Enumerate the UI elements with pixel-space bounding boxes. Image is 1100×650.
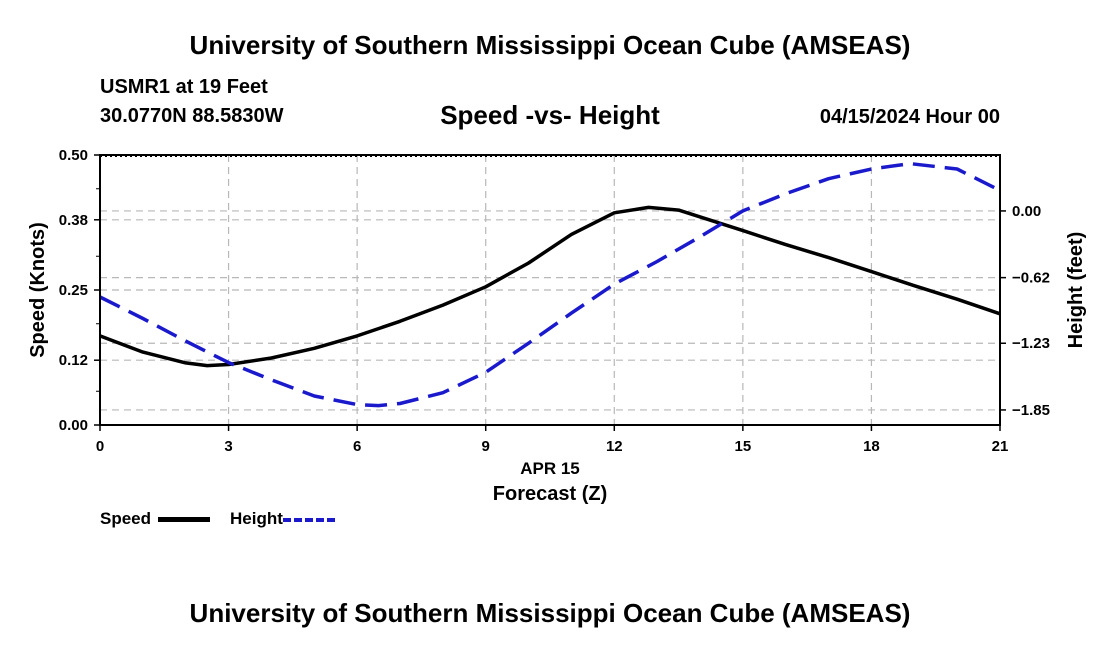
y-right-tick-label: −1.23 [1012, 335, 1050, 352]
x-tick-label: 0 [96, 438, 104, 455]
y-axis-left-label: Speed (Knots) [27, 222, 49, 358]
station-coordinates: 30.0770N 88.5830W [100, 105, 284, 127]
forecast-date: 04/15/2024 Hour 00 [819, 106, 1000, 128]
main-title: University of Southern Mississippi Ocean… [189, 30, 911, 60]
y-right-tick-label: 0.00 [1012, 203, 1041, 220]
y-left-tick-label: 0.38 [59, 212, 88, 229]
legend-height: Height [230, 509, 335, 529]
x-tick-label: 9 [482, 438, 490, 455]
y-left-tick-label: 0.00 [59, 417, 88, 434]
series-line-height [99, 161, 1001, 408]
y-right-tick-label: −1.85 [1012, 402, 1050, 419]
series-line-speed [99, 205, 1001, 368]
y-axis-right-label: Height (feet) [1065, 232, 1087, 349]
x-tick-label: 12 [606, 438, 623, 455]
station-name: USMR1 at 19 Feet [100, 76, 268, 98]
legend-height-label: Height [230, 509, 283, 528]
y-right-tick-label: −0.62 [1012, 270, 1050, 287]
x-tick-label: 3 [224, 438, 232, 455]
x-tick-label: 18 [863, 438, 880, 455]
x-tick-label: 21 [992, 438, 1009, 455]
y-left-tick-label: 0.12 [59, 352, 88, 369]
x-tick-label: 6 [353, 438, 361, 455]
legend-speed: Speed [100, 509, 210, 529]
x-tick-label: 15 [735, 438, 752, 455]
y-left-tick-label: 0.50 [59, 147, 88, 164]
grid-layer [100, 155, 1000, 425]
y-left-tick-label: 0.25 [59, 282, 88, 299]
chart-title: Speed -vs- Height [440, 100, 660, 130]
x-axis-date-label: APR 15 [520, 459, 580, 478]
legend-height-swatch [282, 517, 335, 522]
x-axis-label: Forecast (Z) [493, 483, 607, 505]
series-layer [99, 161, 1001, 408]
legend-speed-swatch [157, 517, 210, 523]
footer-title: University of Southern Mississippi Ocean… [189, 598, 911, 628]
legend-speed-label: Speed [100, 509, 152, 528]
tick-layer: 0 3 6 9 12 15 18 21 0.00 0.12 0.25 0.38 0.50 0.00 −0.6… [59, 147, 1050, 455]
